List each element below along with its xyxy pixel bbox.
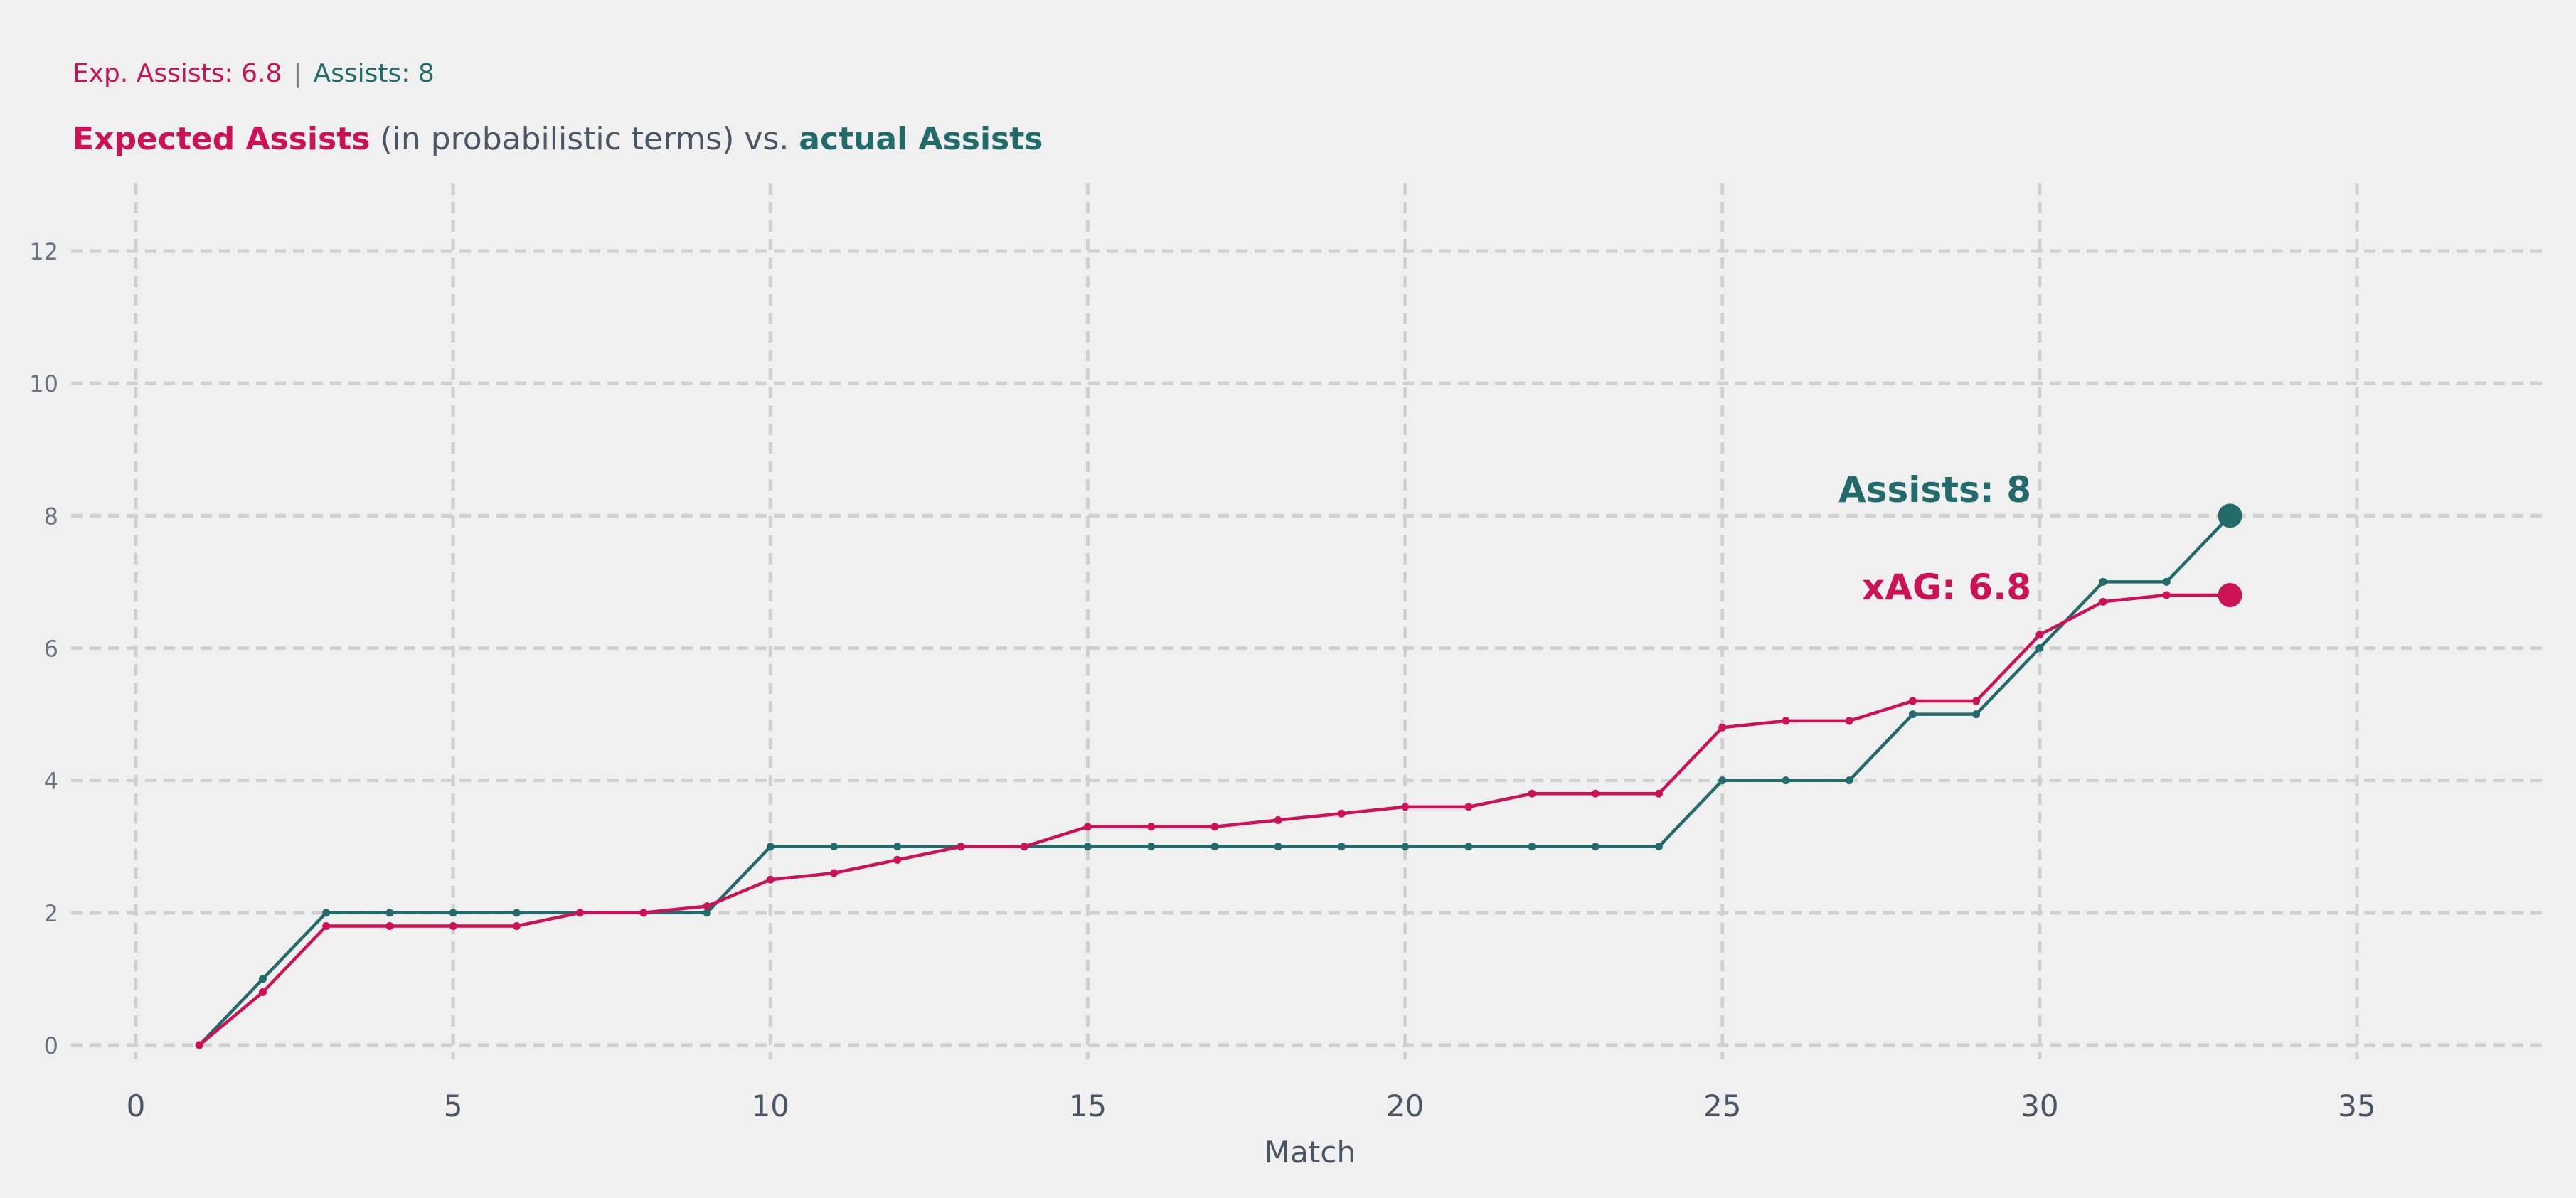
assists-point [1908, 710, 1917, 719]
chart-title: Expected Assists (in probabilistic terms… [73, 119, 1043, 159]
xa-point [766, 875, 775, 884]
y-tick-label: 10 [29, 370, 58, 397]
xa-point [830, 869, 839, 877]
xa-end-label: xAG: 6.8 [1862, 567, 2031, 608]
x-tick-label: 35 [2338, 1089, 2375, 1123]
xa-point [1972, 697, 1981, 705]
xa-point [2162, 591, 2171, 599]
assists-end-marker [2218, 503, 2242, 528]
assists-point [703, 909, 711, 917]
xa-point [1401, 803, 1410, 811]
assists-point [258, 975, 267, 983]
y-tick-label: 0 [44, 1032, 58, 1059]
assists-point [2035, 644, 2044, 652]
assists-point [1654, 843, 1663, 851]
xa-line [198, 593, 2230, 1047]
assists-point [1083, 843, 1092, 851]
title-middle: (in probabilistic terms) vs. [370, 121, 799, 157]
xa-point [576, 909, 585, 917]
assists-point [1210, 843, 1219, 851]
assists-point [1274, 843, 1282, 851]
xa-point [1591, 789, 1600, 798]
assists-point [1845, 776, 1853, 785]
y-tick-label: 2 [44, 900, 58, 927]
xa-point [1845, 717, 1853, 725]
xa-point [1083, 823, 1092, 831]
xa-point [703, 902, 711, 911]
y-tick-label: 8 [44, 503, 58, 530]
xa-point [512, 921, 521, 930]
xa-point [258, 988, 267, 997]
xa-point [1782, 717, 1790, 725]
xa-point [322, 921, 331, 930]
y-tick-label: 6 [44, 636, 58, 663]
x-tick-label: 10 [752, 1089, 789, 1123]
assists-point [766, 843, 775, 851]
assists-point [1401, 843, 1410, 851]
xa-point [1908, 697, 1917, 705]
xa-point [1020, 843, 1028, 851]
summary-line: Exp. Assists: 6.8 | Assists: 8 [73, 57, 435, 91]
assists-point [893, 843, 902, 851]
xa-point [1654, 789, 1663, 798]
xa-summary: Exp. Assists: 6.8 [73, 59, 282, 88]
xa-point [957, 843, 965, 851]
title-xa: Expected Assists [73, 121, 371, 157]
title-assists: actual Assists [799, 121, 1043, 157]
xa-point [1274, 816, 1282, 825]
xa-point [1210, 823, 1219, 831]
assists-point [2162, 577, 2171, 586]
xa-point [1718, 723, 1727, 732]
xa-point [893, 855, 902, 864]
x-tick-label: 25 [1703, 1089, 1741, 1123]
x-tick-label: 15 [1069, 1089, 1107, 1123]
y-tick-label: 12 [29, 238, 58, 265]
assists-point [1337, 843, 1346, 851]
xa-point [2099, 597, 2107, 606]
xa-point [385, 921, 394, 930]
x-tick-label: 30 [2021, 1089, 2058, 1123]
y-tick-label: 4 [44, 768, 58, 795]
x-tick-label: 20 [1386, 1089, 1424, 1123]
assists-end-label: Assists: 8 [1838, 469, 2031, 510]
assists-point [1718, 776, 1727, 785]
xa-point [1528, 789, 1536, 798]
assists-point [1464, 843, 1473, 851]
assists-point [1147, 843, 1156, 851]
assists-point [2099, 577, 2107, 586]
xa-point [1464, 803, 1473, 811]
xa-point [1337, 809, 1346, 818]
xa-end-marker [2218, 583, 2242, 608]
assists-point [512, 909, 521, 917]
assists-point [1782, 776, 1790, 785]
assists-summary: Assists: 8 [313, 59, 435, 88]
assists-point [1528, 843, 1536, 851]
x-tick-label: 5 [444, 1089, 463, 1123]
assists-point [830, 843, 839, 851]
xa-point [195, 1041, 203, 1049]
xa-point [2035, 631, 2044, 639]
xa-point [449, 921, 457, 930]
assists-point [449, 909, 457, 917]
xa-point [1147, 823, 1156, 831]
assists-point [1591, 843, 1600, 851]
x-axis-label: Match [1265, 1135, 1356, 1170]
assists-point [322, 909, 331, 917]
summary-separator: | [293, 59, 302, 88]
assists-point [385, 909, 394, 917]
x-tick-label: 0 [127, 1089, 146, 1123]
assists-point [1972, 710, 1981, 719]
xa-point [639, 909, 648, 917]
